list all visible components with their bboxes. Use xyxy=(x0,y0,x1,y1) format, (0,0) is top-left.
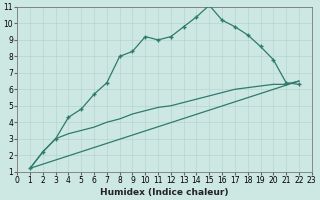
X-axis label: Humidex (Indice chaleur): Humidex (Indice chaleur) xyxy=(100,188,229,197)
